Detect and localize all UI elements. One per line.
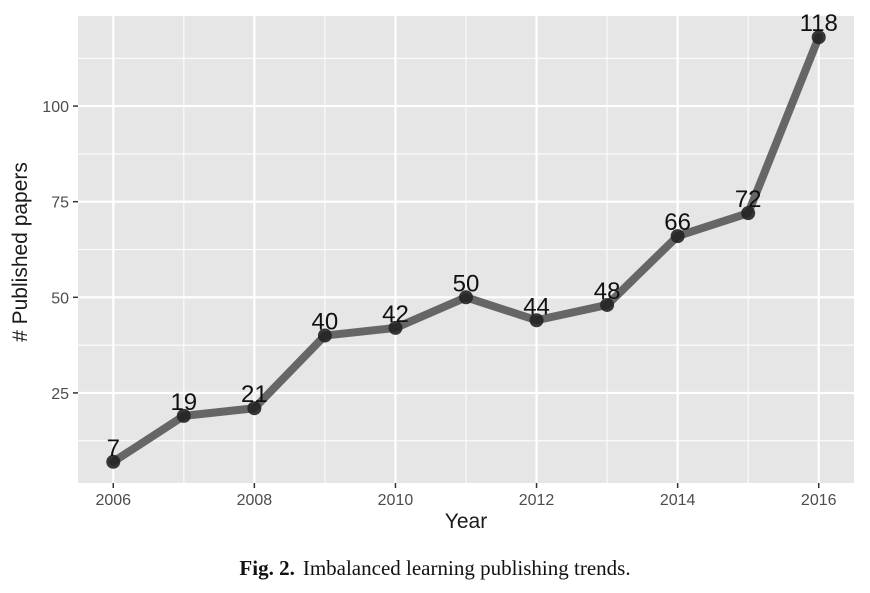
- data-label: 66: [664, 209, 691, 236]
- x-tick-label: 2010: [378, 492, 414, 509]
- y-axis: 25 50 75 100: [42, 99, 78, 403]
- x-tick-label: 2014: [660, 492, 696, 509]
- major-gridlines: [78, 16, 854, 483]
- data-point: [529, 313, 544, 328]
- caption-label: Fig. 2.: [239, 556, 295, 580]
- data-label: 50: [453, 270, 480, 297]
- minor-gridlines: [78, 16, 854, 483]
- data-label: 7: [107, 435, 120, 462]
- data-label: 118: [800, 10, 838, 37]
- x-tick-label: 2006: [95, 492, 131, 509]
- data-point: [106, 454, 121, 469]
- caption-text: Imbalanced learning publishing trends.: [302, 556, 631, 580]
- data-point: [317, 328, 332, 343]
- y-axis-label: # Published papers: [9, 162, 32, 342]
- y-tick-label: 25: [51, 386, 69, 403]
- x-tick-label: 2012: [519, 492, 555, 509]
- data-point: [741, 206, 756, 221]
- y-tick-label: 50: [51, 290, 69, 307]
- data-label: 72: [735, 186, 762, 213]
- data-point: [811, 30, 826, 45]
- x-tick-label: 2016: [801, 492, 837, 509]
- data-point: [459, 290, 473, 305]
- data-label: 21: [241, 381, 268, 408]
- data-point: [247, 401, 262, 416]
- line-chart: 25 50 75 100 2006 2008 2010 2012 2014 2016 7 19 21…: [9, 10, 854, 533]
- x-axis-label: Year: [445, 510, 487, 533]
- y-tick-label: 75: [51, 195, 69, 212]
- data-point: [388, 320, 403, 335]
- x-tick-label: 2008: [237, 492, 273, 509]
- data-point: [600, 297, 615, 312]
- data-point: [176, 408, 191, 423]
- series-layer: 7 19 21 40 42 50 44 48 66 72 118: [106, 10, 838, 469]
- y-tick-label: 100: [42, 99, 69, 116]
- data-label: 19: [170, 389, 197, 416]
- data-label: 40: [312, 309, 339, 336]
- x-axis: 2006 2008 2010 2012 2014 2016: [95, 483, 837, 509]
- figure-caption: Fig. 2. Imbalanced learning publishing tr…: [0, 556, 870, 581]
- data-label: 48: [594, 278, 621, 305]
- data-label: 44: [523, 293, 550, 320]
- data-point: [670, 229, 685, 244]
- data-label: 42: [382, 301, 409, 328]
